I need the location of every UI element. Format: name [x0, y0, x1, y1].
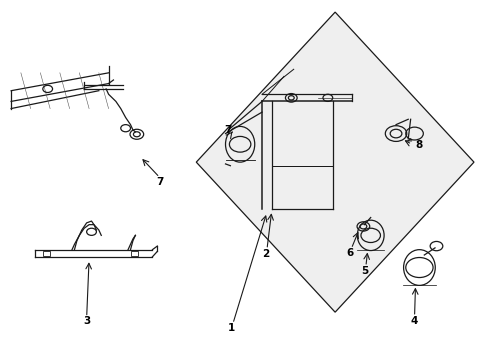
Text: 2: 2 [262, 249, 269, 259]
Text: 3: 3 [83, 316, 90, 326]
Text: 4: 4 [411, 316, 418, 326]
Text: 7: 7 [224, 125, 232, 135]
Text: 6: 6 [346, 248, 353, 258]
Text: 8: 8 [416, 140, 422, 150]
Text: 5: 5 [361, 266, 368, 276]
Polygon shape [196, 12, 474, 312]
Text: 1: 1 [228, 323, 235, 333]
Text: 7: 7 [156, 177, 164, 187]
